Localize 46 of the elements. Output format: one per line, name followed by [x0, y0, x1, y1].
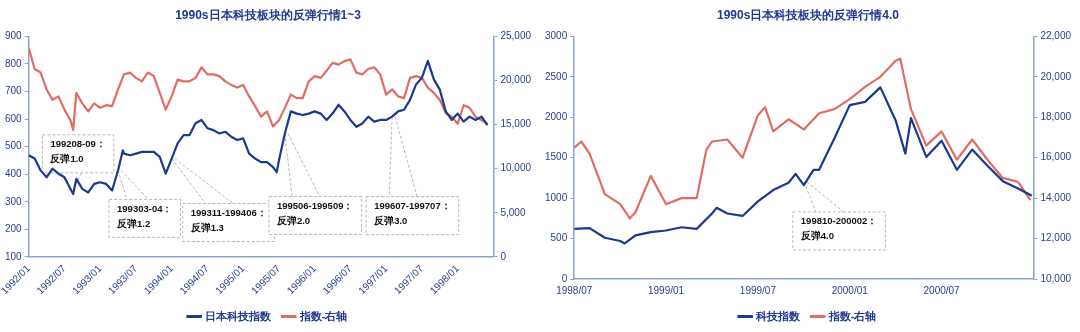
legend-label: 指数-右轴 [827, 309, 877, 322]
y-tick-label: 1000 [545, 191, 568, 203]
y-tick-label: 700 [5, 85, 23, 97]
chart-title: 1990s日本科技板块的反弹行情1~3 [175, 7, 362, 22]
y-tick-label: 0 [561, 272, 568, 284]
x-tick-label: 1999/07 [739, 284, 777, 296]
y-tick-label: 600 [5, 112, 23, 124]
y-tick-label: 100 [5, 250, 23, 262]
annotation: 199607-199707：反弹3.0 [373, 200, 451, 226]
y2-tick-label: 10,000 [500, 162, 532, 174]
annotation: 199810-200002：反弹4.0 [799, 215, 878, 242]
y2-tick-label: 20,000 [1040, 70, 1072, 82]
y2-tick-label: 20,000 [500, 74, 532, 86]
annotation: 199208-09：反弹1.0 [49, 138, 106, 165]
y-tick-label: 3000 [545, 30, 568, 42]
y2-tick-label: 0 [500, 250, 507, 262]
annotation: 199311-199406：反弹1.3 [189, 206, 267, 233]
annotation: 199506-199509：反弹2.0 [275, 199, 354, 226]
y2-tick-label: 15,000 [500, 118, 532, 130]
annotation: 199303-04：反弹1.2 [116, 202, 173, 229]
y2-tick-label: 16,000 [1040, 151, 1072, 163]
x-tick-label: 1998/07 [556, 284, 593, 296]
y2-tick-label: 14,000 [1040, 191, 1072, 203]
y-tick-label: 1500 [545, 151, 568, 163]
chart-title: 1990s日本科技板块的反弹行情4.0 [716, 7, 900, 22]
legend-label: 科技指数 [755, 309, 802, 322]
y-tick-label: 800 [5, 57, 23, 69]
x-tick-label: 2000/01 [831, 284, 869, 296]
y2-tick-label: 5,000 [500, 206, 526, 218]
y2-tick-label: 25,000 [500, 30, 532, 42]
y2-tick-label: 10,000 [1040, 272, 1072, 284]
x-tick-label: 1999/01 [648, 284, 685, 296]
y-tick-label: 2000 [545, 111, 568, 123]
legend-label: 日本科技指数 [205, 309, 273, 322]
y-tick-label: 500 [550, 232, 568, 244]
y-tick-label: 400 [5, 168, 23, 179]
y2-tick-label: 12,000 [1040, 232, 1072, 244]
y-tick-label: 2500 [545, 70, 568, 82]
legend-label: 指数-右轴 [298, 309, 348, 322]
y2-tick-label: 22,000 [1040, 30, 1072, 42]
y-tick-label: 900 [5, 30, 23, 42]
y-tick-label: 200 [5, 223, 23, 235]
y-tick-label: 300 [5, 195, 23, 207]
y2-tick-label: 18,000 [1040, 111, 1072, 123]
y-tick-label: 500 [5, 140, 23, 152]
x-tick-label: 2000/07 [923, 284, 961, 296]
